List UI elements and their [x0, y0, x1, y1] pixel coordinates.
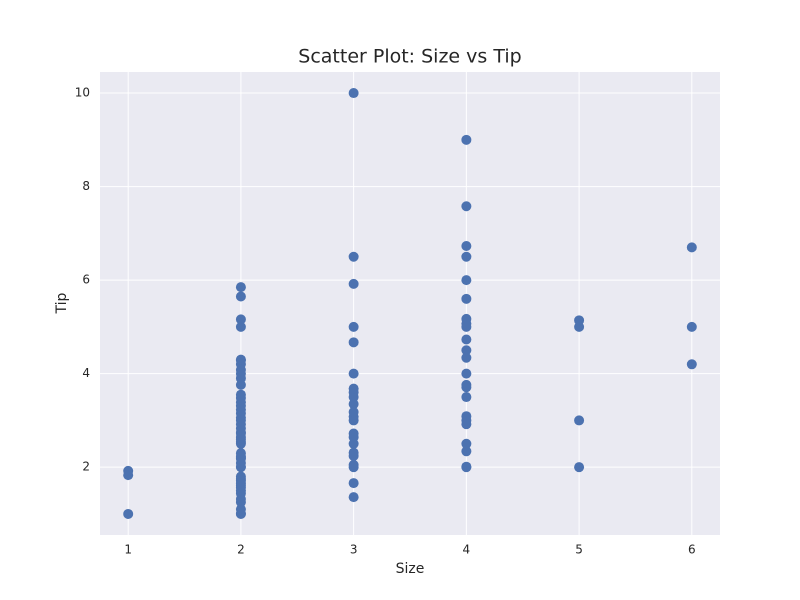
x-tick-label: 5	[575, 543, 583, 557]
chart-title: Scatter Plot: Size vs Tip	[298, 46, 521, 68]
point	[686, 242, 697, 253]
point	[235, 504, 246, 515]
x-axis-label: Size	[396, 561, 425, 577]
point	[461, 352, 472, 363]
y-tick-label: 8	[82, 179, 90, 193]
point	[461, 368, 472, 379]
point	[123, 508, 134, 519]
y-tick-label: 10	[75, 86, 90, 100]
point	[461, 240, 472, 251]
point	[235, 321, 246, 332]
point	[461, 313, 472, 324]
point	[348, 368, 359, 379]
x-tick-label: 2	[237, 543, 245, 557]
point	[686, 321, 697, 332]
point	[461, 334, 472, 345]
point	[348, 399, 359, 410]
x-tick-label: 6	[688, 543, 696, 557]
point	[348, 492, 359, 503]
x-tick-label: 4	[463, 543, 471, 557]
point	[461, 275, 472, 286]
point	[348, 447, 359, 458]
point	[235, 448, 246, 459]
point	[235, 282, 246, 293]
point	[461, 293, 472, 304]
point	[348, 88, 359, 99]
y-tick-label: 6	[82, 273, 90, 287]
point	[348, 459, 359, 470]
point	[348, 407, 359, 418]
point	[686, 359, 697, 370]
point	[348, 321, 359, 332]
x-tick-label: 3	[350, 543, 358, 557]
point	[574, 315, 585, 326]
point	[461, 461, 472, 472]
y-axis-label: Tip	[54, 292, 70, 314]
point	[348, 478, 359, 489]
point	[123, 465, 134, 476]
y-tick-label: 2	[82, 460, 90, 474]
point	[461, 345, 472, 356]
point	[461, 134, 472, 145]
point	[574, 462, 585, 473]
point	[235, 354, 246, 365]
point	[348, 251, 359, 262]
point	[348, 428, 359, 439]
point	[235, 389, 246, 400]
point	[461, 438, 472, 449]
point	[348, 383, 359, 394]
y-tick-label: 4	[82, 366, 90, 380]
point	[461, 411, 472, 422]
point	[235, 291, 246, 302]
point	[574, 415, 585, 426]
point	[348, 337, 359, 348]
x-tick-label: 1	[124, 543, 132, 557]
plot-area	[100, 72, 720, 535]
point	[461, 379, 472, 390]
point	[461, 201, 472, 212]
point	[348, 278, 359, 289]
point	[461, 251, 472, 262]
point	[235, 314, 246, 325]
point	[235, 471, 246, 482]
point	[461, 446, 472, 457]
point	[461, 392, 472, 403]
